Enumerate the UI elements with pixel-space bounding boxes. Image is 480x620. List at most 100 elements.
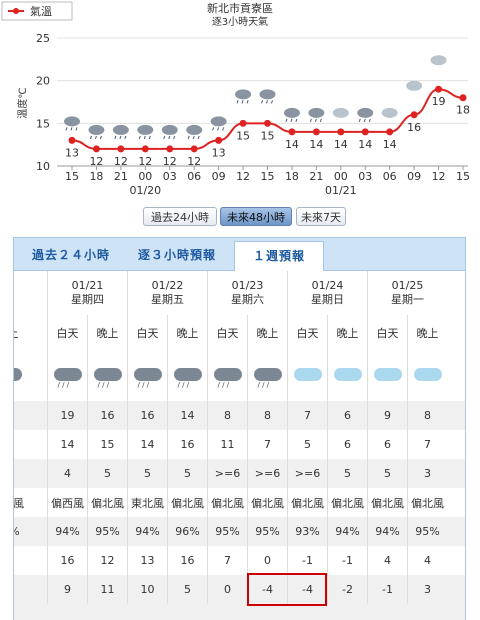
data-label: 19 <box>432 95 446 108</box>
cloud-rain-icon <box>161 124 178 140</box>
cloud-rain-icon <box>137 124 154 140</box>
legend[interactable]: 氣溫 <box>1 1 73 21</box>
data-label: 14 <box>383 138 397 151</box>
data-point <box>459 94 467 102</box>
cloud-rain-icon <box>357 107 374 123</box>
data-cell: 16 <box>87 401 127 430</box>
tab-3h-forecast[interactable]: 逐３小時預報 <box>138 248 217 262</box>
data-cell: 16 <box>167 430 207 459</box>
x-tick-label: 06 <box>383 170 397 183</box>
data-point <box>312 128 320 136</box>
y-tick-label: 15 <box>36 117 50 130</box>
x-tick-label: 06 <box>187 170 201 183</box>
data-cell: >=6 <box>207 459 247 488</box>
data-point <box>92 145 100 153</box>
cloud-icon <box>373 366 402 386</box>
data-cell: 14 <box>47 430 87 459</box>
x-tick-label: 12 <box>236 170 250 183</box>
y-axis-label: 溫度℃ <box>16 87 29 118</box>
x-tick-label: 18 <box>285 170 299 183</box>
humidity-row: 95%94%95%94%96%95%95%93%94%94%95% <box>14 517 465 546</box>
period-label: 晚上 <box>87 315 127 351</box>
data-label: 15 <box>236 129 250 142</box>
wind-direction-row: 東南風偏西風偏北風東北風偏北風偏北風偏北風偏北風偏北風偏北風偏北風 <box>14 488 465 517</box>
weather-cell: / / / <box>47 351 87 401</box>
day-header: 01/22 星期五 <box>127 271 207 315</box>
cloud-rain-icon <box>88 124 105 140</box>
next-7d-button[interactable]: 未來7天 <box>296 207 346 226</box>
day-weekday: 星期六 <box>231 293 264 306</box>
cloud-rain-icon: / / / <box>133 366 162 389</box>
x-tick-label: 09 <box>407 170 421 183</box>
data-label: 12 <box>187 155 201 168</box>
day-header-row: 0三01/21星期四01/22星期五01/23星期六01/24星期日01/25星… <box>14 271 465 315</box>
weather-cell: / / / <box>87 351 127 401</box>
data-cell: 3 <box>407 459 447 488</box>
cloud-rain-icon: / / / <box>53 366 82 389</box>
data-cell: 0 <box>207 575 247 604</box>
data-cell: 4 <box>47 459 87 488</box>
data-cell: >=6 <box>247 459 287 488</box>
data-cell: 4 <box>367 546 407 575</box>
data-label: 15 <box>261 129 275 142</box>
data-point <box>288 128 296 136</box>
cloud-rain-icon <box>186 124 203 140</box>
data-cell: 7 <box>207 546 247 575</box>
data-cell: 95% <box>87 517 127 546</box>
weather-cell: / / / <box>167 351 207 401</box>
data-cell: 93% <box>287 517 327 546</box>
data-cell: 14 <box>167 401 207 430</box>
cloud-icon <box>413 366 442 386</box>
past-24h-button[interactable]: 過去24小時 <box>143 207 217 226</box>
day-weekday: 星期一 <box>391 293 424 306</box>
period-row: 晚上白天晚上白天晚上白天晚上白天晚上白天晚上 <box>14 315 465 351</box>
data-cell: 94% <box>47 517 87 546</box>
data-point <box>386 128 394 136</box>
period-label: 晚上 <box>407 315 447 351</box>
data-cell: 14 <box>14 430 27 459</box>
day-weekday: 星期四 <box>71 293 104 306</box>
y-tick-label: 25 <box>36 32 50 45</box>
day-date: 01/21 <box>71 279 104 292</box>
data-cell: 7 <box>407 430 447 459</box>
data-cell: 5 <box>167 459 207 488</box>
data-label: 14 <box>358 138 372 151</box>
chart-subtitle: 逐3小時天氣 <box>212 15 268 28</box>
data-label: 12 <box>89 155 103 168</box>
data-cell: 16 <box>47 546 87 575</box>
data-label: 14 <box>309 138 323 151</box>
x-tick-label: 15 <box>65 170 79 183</box>
period-label: 白天 <box>367 315 407 351</box>
data-point <box>264 119 271 127</box>
legend-label: 氣溫 <box>30 4 52 18</box>
data-cell: 9 <box>47 575 87 604</box>
data-cell: 10 <box>127 575 167 604</box>
data-cell: -1 <box>327 546 367 575</box>
data-cell: 偏北風 <box>207 488 247 517</box>
cloud-rain-icon: / / / <box>253 366 282 389</box>
weather-cell <box>407 351 447 401</box>
day-header: 01/25 星期一 <box>367 271 447 315</box>
next-48h-button[interactable]: 未來48小時 <box>220 207 292 226</box>
tab-past-24h[interactable]: 過去２４小時 <box>32 248 111 262</box>
day-date: 01/22 <box>151 279 184 292</box>
data-cell: 5 <box>287 430 327 459</box>
data-label: 18 <box>456 104 470 117</box>
data-cell: 94% <box>367 517 407 546</box>
cloud-rain-icon <box>64 116 80 131</box>
data-label: 13 <box>65 146 79 159</box>
data-cell: 14 <box>14 401 27 430</box>
data-cell: 6 <box>367 430 407 459</box>
day-weekday: 星期日 <box>311 293 344 306</box>
data-point <box>435 85 443 93</box>
date-label: 01/21 <box>325 184 357 197</box>
data-cell: 11 <box>87 575 127 604</box>
day-weekday: 星期五 <box>151 293 184 306</box>
highlight-box <box>247 573 327 606</box>
day-header: 01/23 星期六 <box>207 271 287 315</box>
data-cell: -2 <box>327 575 367 604</box>
x-tick-label: 15 <box>261 170 275 183</box>
x-tick-label: 03 <box>163 170 177 183</box>
tab-weekly-forecast[interactable]: １週預報 <box>234 241 324 271</box>
